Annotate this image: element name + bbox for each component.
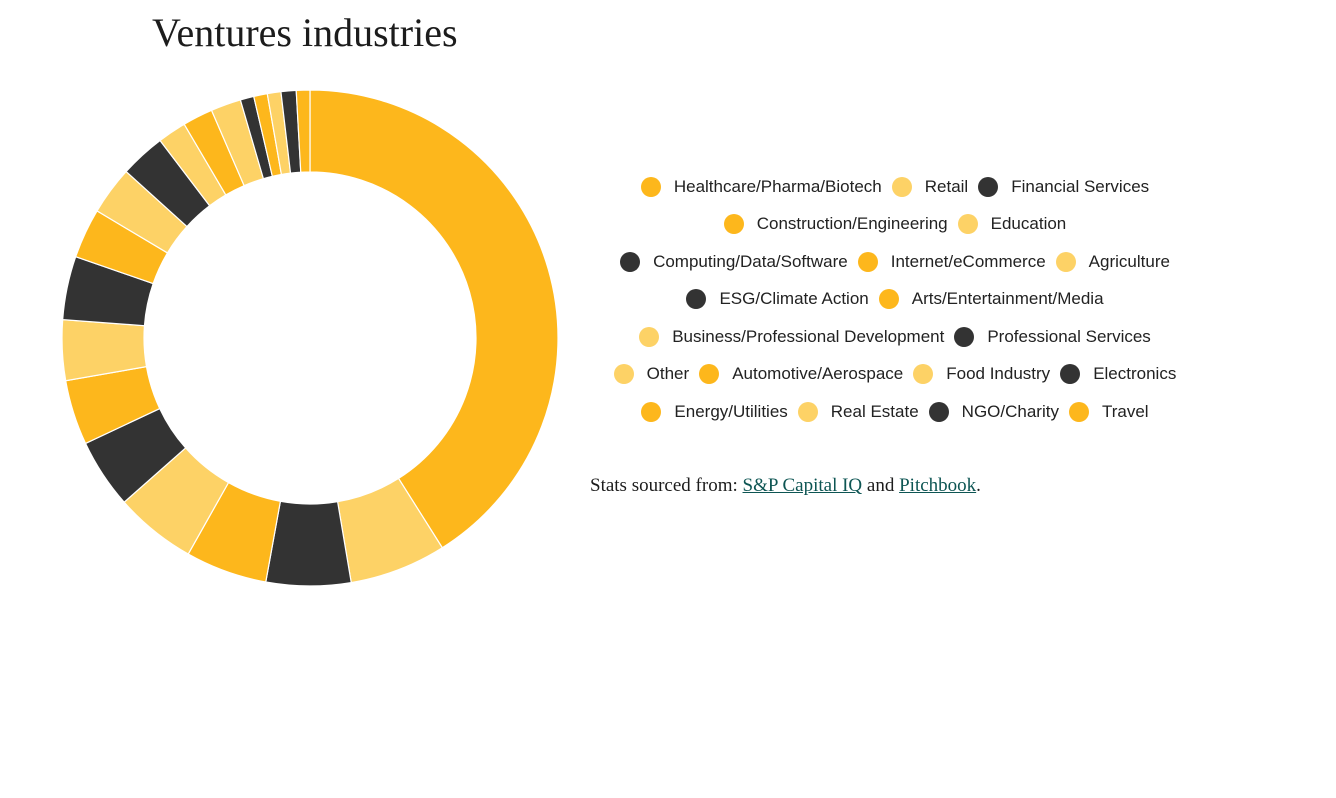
legend-item-travel[interactable]: Travel	[1068, 401, 1149, 422]
legend-label: ESG/Climate Action	[719, 289, 869, 309]
legend-label: Food Industry	[946, 364, 1051, 384]
legend-label: Other	[646, 364, 690, 384]
legend-swatch	[1068, 401, 1089, 422]
legend-swatch	[913, 364, 934, 385]
legend-item-construction-engineering[interactable]: Construction/Engineering	[723, 214, 948, 235]
legend-swatch	[797, 401, 818, 422]
legend-row: Construction/Engineering Education	[590, 206, 1200, 244]
legend-row: Healthcare/Pharma/Biotech Retail Financial…	[590, 168, 1200, 206]
legend-item-business-professional-development[interactable]: Business/Professional Development	[639, 326, 945, 347]
legend-swatch	[878, 289, 899, 310]
legend-item-automotive-aerospace[interactable]: Automotive/Aerospace	[699, 364, 904, 385]
legend-item-retail[interactable]: Retail	[891, 176, 969, 197]
legend-label: Automotive/Aerospace	[732, 364, 904, 384]
legend-label: Professional Services	[987, 326, 1151, 346]
legend-swatch	[639, 326, 660, 347]
legend-swatch	[620, 251, 641, 272]
legend-swatch	[699, 364, 720, 385]
legend-item-real-estate[interactable]: Real Estate	[797, 401, 919, 422]
legend-swatch	[1060, 364, 1081, 385]
legend-item-internet-ecommerce[interactable]: Internet/eCommerce	[857, 251, 1046, 272]
legend-item-other[interactable]: Other	[613, 364, 690, 385]
legend-swatch	[1055, 251, 1076, 272]
pitchbook-link[interactable]: Pitchbook	[899, 475, 977, 496]
donut-slice-travel[interactable]	[295, 89, 311, 173]
legend-label: Internet/eCommerce	[890, 251, 1046, 271]
legend-item-healthcare-pharma-biotech[interactable]: Healthcare/Pharma/Biotech	[640, 176, 882, 197]
legend-swatch	[928, 401, 949, 422]
legend-swatch	[686, 289, 707, 310]
legend-row: Computing/Data/Software Internet/eCommerc…	[590, 243, 1200, 281]
legend-label: Construction/Engineering	[756, 214, 948, 234]
legend-item-electronics[interactable]: Electronics	[1060, 364, 1177, 385]
donut-chart	[61, 89, 559, 587]
source-prefix: Stats sourced from:	[590, 475, 743, 496]
legend-swatch	[723, 214, 744, 235]
legend-swatch	[857, 251, 878, 272]
chart-title: Ventures industries	[152, 10, 458, 55]
legend-label: Healthcare/Pharma/Biotech	[673, 176, 882, 196]
legend-item-ngo-charity[interactable]: NGO/Charity	[928, 401, 1059, 422]
legend-row: ESG/Climate Action Arts/Entertainment/Med…	[590, 281, 1200, 319]
legend-item-food-industry[interactable]: Food Industry	[913, 364, 1051, 385]
legend-row: Energy/Utilities Real Estate NGO/Charity Tr…	[590, 393, 1200, 431]
legend-swatch	[891, 176, 912, 197]
sp-capital-iq-link[interactable]: S&P Capital IQ	[742, 475, 863, 496]
legend-item-energy-utilities[interactable]: Energy/Utilities	[641, 401, 788, 422]
source-line: Stats sourced from: S&P Capital IQ and P…	[590, 474, 1336, 498]
legend-label: Retail	[924, 176, 969, 196]
legend-label: NGO/Charity	[961, 401, 1059, 421]
legend-item-arts-entertainment-media[interactable]: Arts/Entertainment/Media	[878, 289, 1104, 310]
legend-item-financial-services[interactable]: Financial Services	[978, 176, 1150, 197]
legend-label: Energy/Utilities	[674, 401, 788, 421]
legend-label: Arts/Entertainment/Media	[911, 289, 1104, 309]
legend-label: Business/Professional Development	[672, 326, 945, 346]
legend-label: Education	[990, 214, 1067, 234]
legend-label: Real Estate	[830, 401, 919, 421]
legend-swatch	[641, 401, 662, 422]
legend-item-esg-climate-action[interactable]: ESG/Climate Action	[686, 289, 869, 310]
chart-legend: Healthcare/Pharma/Biotech Retail Financial…	[590, 168, 1200, 431]
legend-swatch	[978, 176, 999, 197]
legend-swatch	[613, 364, 634, 385]
legend-swatch	[640, 176, 661, 197]
legend-label: Electronics	[1093, 364, 1177, 384]
legend-row: Business/Professional Development Profess…	[590, 318, 1200, 356]
source-middle: and	[862, 475, 900, 496]
legend-label: Agriculture	[1088, 251, 1170, 271]
legend-label: Computing/Data/Software	[653, 251, 848, 271]
legend-row: Other Automotive/Aerospace Food Industry El…	[590, 356, 1200, 394]
legend-swatch	[954, 326, 975, 347]
legend-item-computing-data-software[interactable]: Computing/Data/Software	[620, 251, 848, 272]
legend-label: Financial Services	[1011, 176, 1150, 196]
source-suffix: .	[976, 475, 981, 496]
legend-item-education[interactable]: Education	[957, 214, 1067, 235]
legend-swatch	[957, 214, 978, 235]
donut-slice-healthcare-pharma-biotech[interactable]	[309, 89, 559, 549]
legend-item-professional-services[interactable]: Professional Services	[954, 326, 1151, 347]
legend-item-agriculture[interactable]: Agriculture	[1055, 251, 1170, 272]
legend-label: Travel	[1101, 401, 1149, 421]
